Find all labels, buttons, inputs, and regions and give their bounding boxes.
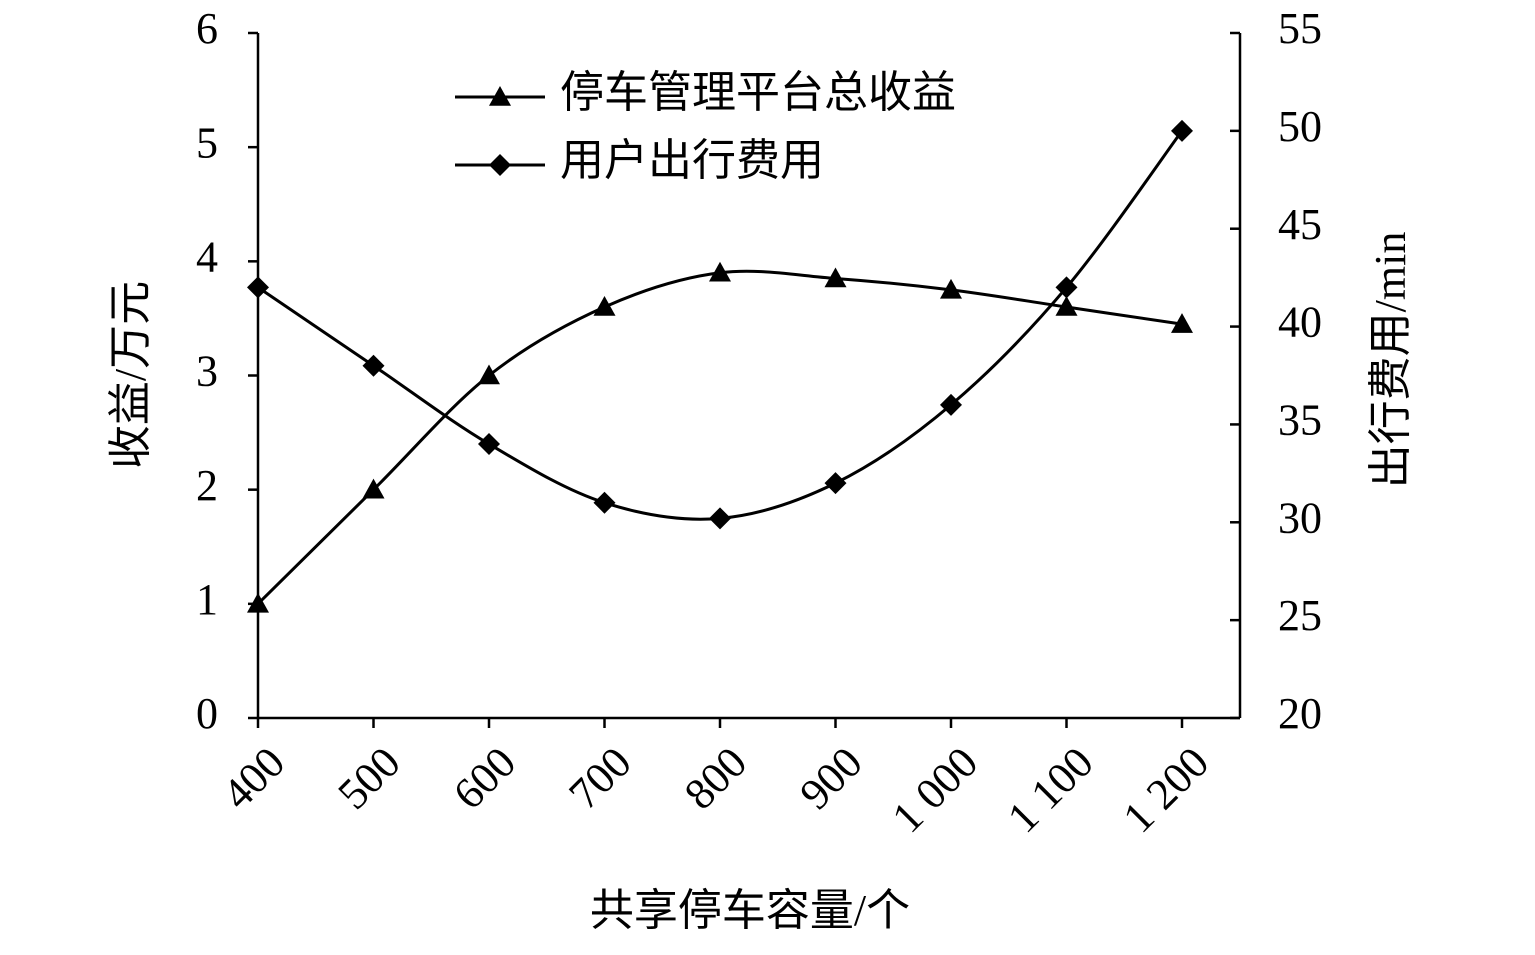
triangle-marker — [489, 86, 511, 106]
diamond-marker — [1171, 119, 1193, 142]
y2-tick-label: 50 — [1278, 102, 1322, 151]
triangle-marker — [247, 592, 269, 613]
x-tick-label: 1 200 — [1114, 738, 1219, 843]
y-tick-label: 0 — [196, 689, 218, 738]
y-axis-label: 收益/万元 — [106, 281, 155, 469]
x-tick-label: 500 — [328, 738, 409, 819]
triangle-marker — [1055, 296, 1078, 316]
diamond-marker — [824, 472, 847, 495]
x-axis-label: 共享停车容量/个 — [590, 886, 910, 935]
y-tick-label: 3 — [196, 347, 218, 396]
x-tick-label: 700 — [559, 738, 640, 819]
triangle-marker — [593, 296, 616, 316]
x-tick-label: 800 — [675, 738, 756, 819]
y2-axis-label: 出行费用/min — [1366, 232, 1415, 489]
triangle-marker — [362, 478, 385, 499]
y-tick-label: 1 — [196, 575, 218, 624]
triangle-marker — [940, 278, 962, 299]
legend-label: 用户出行费用 — [560, 136, 824, 185]
x-tick-label: 900 — [790, 738, 871, 819]
line — [256, 269, 1183, 605]
y2-tick-label: 45 — [1278, 200, 1322, 249]
y2-tick-label: 55 — [1278, 4, 1322, 53]
y2-tick-label: 35 — [1278, 396, 1322, 445]
diamond-marker — [247, 276, 269, 299]
y-tick-label: 2 — [196, 461, 218, 510]
y-tick-label: 4 — [196, 232, 218, 281]
y2-tick-label: 30 — [1278, 493, 1322, 542]
triangle-marker — [824, 267, 847, 288]
y2-tick-label: 20 — [1278, 689, 1322, 738]
y2-tick-label: 25 — [1278, 591, 1322, 640]
x-tick-label: 1 000 — [883, 738, 988, 843]
y-tick-label: 5 — [196, 118, 218, 167]
diamond-marker — [593, 491, 616, 514]
x-tick-label: 1 100 — [998, 738, 1103, 843]
line — [257, 129, 1184, 521]
x-tick-label: 600 — [444, 738, 525, 819]
y-tick-label: 6 — [196, 4, 218, 53]
diamond-marker — [478, 433, 500, 455]
diamond-marker — [489, 154, 511, 176]
diamond-marker — [362, 354, 385, 377]
x-tick-label: 400 — [213, 738, 294, 819]
diamond-marker — [940, 393, 962, 416]
triangle-marker — [1171, 313, 1193, 333]
diamond-marker — [709, 507, 731, 530]
legend-label: 停车管理平台总收益 — [560, 68, 956, 117]
y2-tick-label: 40 — [1278, 298, 1322, 347]
triangle-marker — [709, 261, 731, 282]
diamond-marker — [1055, 276, 1078, 299]
triangle-marker — [478, 364, 500, 385]
